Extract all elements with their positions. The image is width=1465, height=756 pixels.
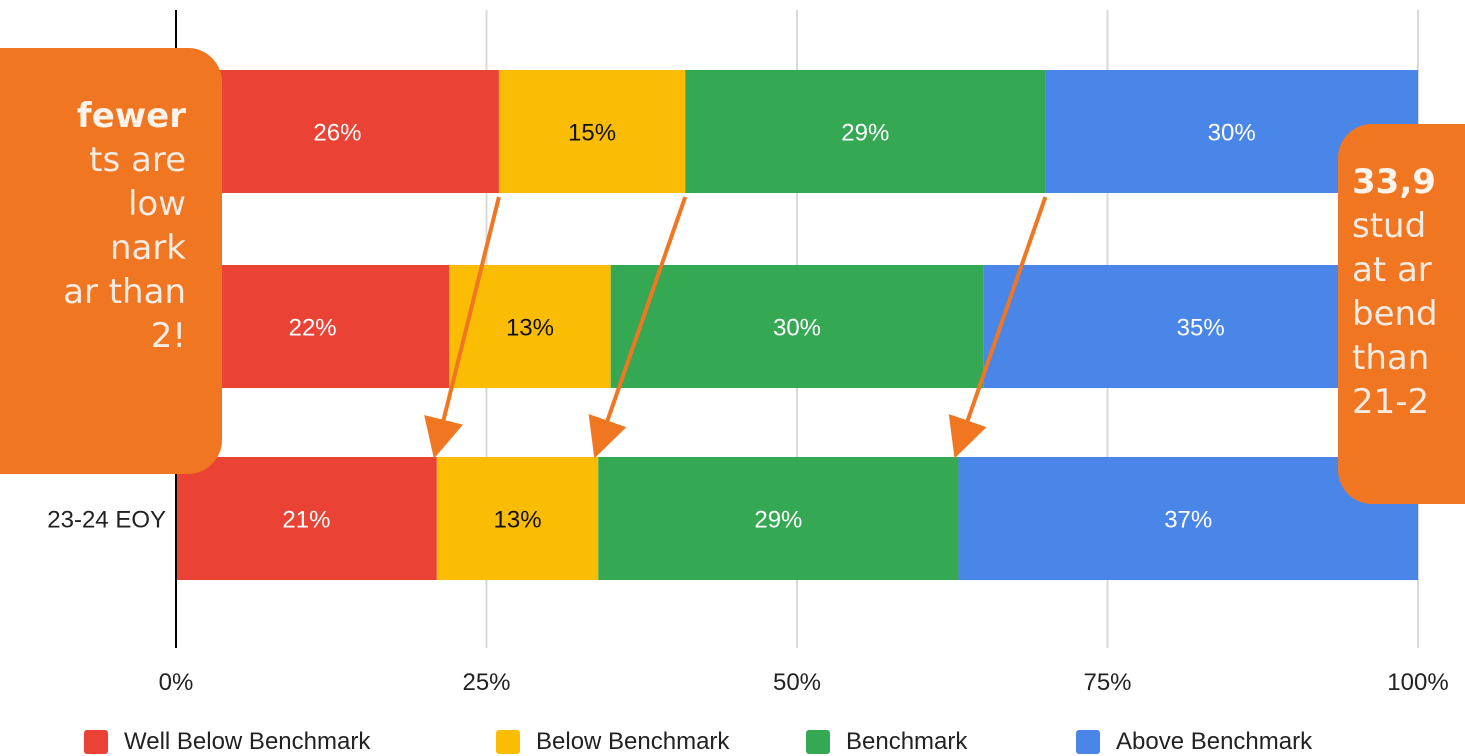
legend-label: Benchmark: [846, 728, 968, 755]
callout-left-line: fewer: [76, 96, 186, 136]
bar-segment: [436, 457, 599, 580]
trend-arrow: [424, 196, 501, 459]
category-label: 23-24 EOY: [47, 507, 166, 534]
legend-item: Below Benchmark: [496, 728, 729, 756]
bar-value-label: 13%: [506, 315, 554, 342]
bar-value-label: 30%: [1208, 120, 1256, 147]
bar-value-label: 26%: [313, 120, 361, 147]
legend-swatch: [496, 730, 520, 754]
callout-right-line: 21-2: [1352, 382, 1430, 422]
callout-right-line: 33,9: [1352, 162, 1436, 202]
callout-right-line: bend: [1352, 294, 1438, 334]
callout-right-line: stud: [1352, 206, 1427, 246]
legend-label: Below Benchmark: [536, 728, 730, 755]
bar-segment: [498, 70, 686, 193]
callout-right-line: at ar: [1352, 250, 1432, 290]
legend-swatch: [84, 730, 108, 754]
legend-swatch: [806, 730, 830, 754]
x-tick-label: 50%: [773, 669, 821, 696]
bar-value-label: 21%: [282, 507, 330, 534]
callout-left-line: ar than: [63, 272, 186, 312]
x-tick-label: 100%: [1387, 669, 1448, 696]
bar-segment: [598, 457, 959, 580]
legend-swatch: [1076, 730, 1100, 754]
x-tick-label: 25%: [462, 669, 510, 696]
bar-segment: [610, 265, 984, 388]
bar-value-label: 22%: [289, 315, 337, 342]
callout-left-line: nark: [109, 228, 186, 268]
bar-value-label: 37%: [1164, 507, 1212, 534]
legend-item: Benchmark: [806, 728, 967, 756]
bar-value-label: 29%: [841, 120, 889, 147]
bar-segment: [176, 457, 437, 580]
callout-left: fewer ts are low nark ar than 2!: [0, 48, 222, 474]
callout-right-line: than: [1352, 338, 1430, 378]
bar-segment: [176, 70, 499, 193]
bar-value-label: 13%: [494, 507, 542, 534]
bar-value-label: 15%: [568, 120, 616, 147]
legend: Well Below Benchmark Below Benchmark Ben…: [0, 722, 1465, 756]
bar-segment: [685, 70, 1046, 193]
legend-label: Well Below Benchmark: [124, 728, 371, 755]
x-tick-label: 75%: [1083, 669, 1131, 696]
legend-item: Above Benchmark: [1076, 728, 1312, 756]
trend-arrow: [588, 196, 688, 459]
x-tick-label: 0%: [159, 669, 194, 696]
legend-label: Above Benchmark: [1116, 728, 1313, 755]
trend-arrow: [948, 196, 1048, 459]
bar-value-label: 29%: [754, 507, 802, 534]
callout-left-line: 2!: [150, 316, 186, 356]
bar-value-label: 30%: [773, 315, 821, 342]
callout-left-line: ts are: [89, 140, 186, 180]
legend-item: Well Below Benchmark: [84, 728, 370, 756]
callout-left-line: low: [127, 184, 186, 224]
bar-value-label: 35%: [1177, 315, 1225, 342]
callout-right: 33,9 stud at ar bend than 21-2: [1338, 124, 1465, 504]
